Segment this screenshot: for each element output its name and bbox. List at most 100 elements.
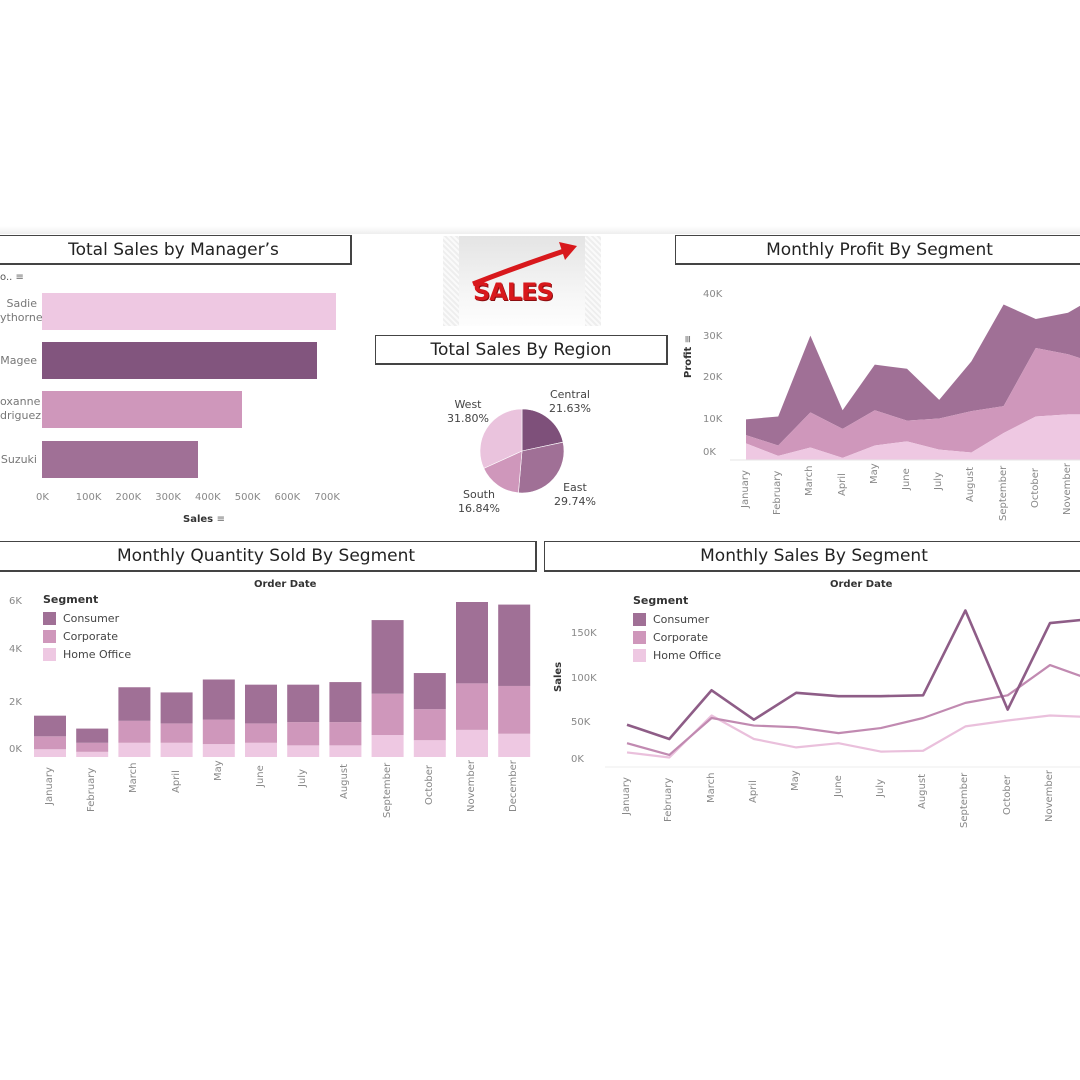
manager-bar[interactable] [42, 293, 337, 330]
profit-axis-label: Profit [683, 346, 694, 378]
quantity-bar-home-office[interactable] [456, 729, 488, 757]
sales-line-x-tick: February [663, 777, 675, 822]
quantity-bar-consumer[interactable] [456, 602, 488, 684]
sales-line-x-tick: October [1001, 775, 1013, 816]
legend-item-corporate[interactable]: Corporate [633, 628, 721, 646]
managers-x-tick: 0K [36, 492, 49, 503]
quantity-bar-corporate[interactable] [202, 719, 235, 745]
profit-y-tick: 0K [703, 447, 716, 458]
sales-line-header: Order Date [830, 579, 893, 590]
legend-item-consumer[interactable]: Consumer [633, 610, 721, 628]
quantity-x-tick: July [297, 768, 309, 787]
pie-slice-central[interactable] [521, 408, 564, 452]
manager-dim-label: o.. [0, 272, 13, 283]
sort-icon[interactable]: ≡ [15, 272, 24, 283]
sales-line-consumer[interactable] [626, 609, 1080, 741]
quantity-bar-corporate[interactable] [287, 722, 320, 746]
sales-line-corporate[interactable] [626, 663, 1080, 757]
pie-label-south: South 16.84% [458, 488, 500, 516]
quantity-bar-home-office[interactable] [498, 733, 531, 757]
legend-item-consumer[interactable]: Consumer [43, 609, 131, 627]
quantity-bar-home-office[interactable] [34, 749, 66, 757]
profit-y-tick: 40K [703, 289, 723, 300]
quantity-bar-consumer[interactable] [287, 684, 320, 723]
sort-icon[interactable]: ≡ [683, 334, 694, 344]
quantity-x-tick: August [339, 764, 351, 800]
quantity-bar-consumer[interactable] [202, 679, 235, 720]
quantity-bar-consumer[interactable] [245, 684, 277, 724]
profit-x-tick: August [965, 467, 977, 503]
quantity-stacked-bar-chart[interactable] [30, 590, 540, 760]
pie-slice-west[interactable] [479, 408, 523, 469]
quantity-legend: Segment Consumer Corporate Home Office [43, 593, 131, 663]
quantity-bar-home-office[interactable] [371, 735, 404, 757]
quantity-bar-home-office[interactable] [118, 742, 151, 757]
quantity-y-tick: 2K [9, 697, 22, 708]
manager-name-line1: Sadie [6, 297, 37, 310]
quantity-bar-consumer[interactable] [371, 620, 404, 694]
quantity-bar-home-office[interactable] [160, 742, 193, 757]
sort-icon[interactable]: ≡ [216, 514, 225, 525]
profit-area-corporate[interactable] [746, 348, 1080, 458]
sales-line-x-tick: August [917, 774, 929, 810]
pie-slice-east[interactable] [518, 441, 565, 494]
manager-label: Sadie ythorne [0, 297, 43, 325]
quantity-bar-corporate[interactable] [456, 683, 488, 730]
manager-bar[interactable] [42, 342, 318, 379]
quantity-bar-home-office[interactable] [413, 740, 446, 757]
quantity-bar-consumer[interactable] [329, 682, 362, 723]
quantity-bar-consumer[interactable] [160, 692, 193, 724]
quantity-bar-consumer[interactable] [118, 687, 151, 721]
quantity-x-tick: February [86, 767, 98, 812]
quantity-bar-home-office[interactable] [329, 745, 362, 757]
quantity-bar-corporate[interactable] [371, 693, 404, 736]
manager-bar[interactable] [42, 391, 242, 428]
pie-slice-south[interactable] [483, 450, 523, 494]
legend-item-corporate[interactable]: Corporate [43, 627, 131, 645]
profit-y-tick: 30K [703, 331, 723, 342]
quantity-bar-corporate[interactable] [118, 720, 151, 743]
quantity-bar-corporate[interactable] [329, 722, 362, 746]
sales-line-home-office[interactable] [626, 714, 1080, 759]
pie-label-east: East 29.74% [554, 481, 596, 509]
manager-bar[interactable] [42, 441, 198, 478]
sales-line-x-tick: March [705, 772, 717, 803]
quantity-bar-consumer[interactable] [413, 673, 446, 710]
region-name: West [454, 398, 482, 411]
profit-x-tick: September [997, 465, 1009, 521]
quantity-bar-consumer[interactable] [76, 728, 109, 743]
manager-label: Suzuki [0, 453, 37, 467]
quantity-bar-corporate[interactable] [160, 723, 193, 743]
quantity-bar-home-office[interactable] [76, 751, 109, 757]
legend-label: Corporate [653, 630, 708, 644]
managers-x-tick: 700K [314, 492, 340, 503]
legend-swatch [633, 648, 646, 662]
sales-line-y-tick: 0K [571, 754, 584, 765]
quantity-bar-consumer[interactable] [498, 604, 531, 686]
quantity-bar-home-office[interactable] [245, 742, 277, 757]
sales-axis-label: Sales [183, 514, 214, 525]
quantity-bar-consumer[interactable] [34, 715, 66, 737]
manager-label: Magee [0, 354, 37, 368]
profit-area-consumer[interactable] [746, 294, 1080, 446]
quantity-bar-home-office[interactable] [202, 744, 235, 757]
sales-line-chart[interactable] [605, 585, 1080, 768]
region-pie-chart[interactable] [477, 406, 567, 496]
sales-line-x-tick: July [874, 778, 886, 797]
manager-name-line2: ythorne [0, 311, 43, 324]
legend-item-home-office[interactable]: Home Office [43, 645, 131, 663]
quantity-bar-home-office[interactable] [287, 745, 320, 757]
region-percent: 31.80% [447, 412, 489, 425]
quantity-bar-corporate[interactable] [34, 736, 66, 750]
profit-area-home-office[interactable] [746, 414, 1080, 460]
manager-dim-header[interactable]: o.. ≡ [0, 272, 24, 283]
quantity-bar-corporate[interactable] [76, 742, 109, 752]
quantity-bar-corporate[interactable] [245, 723, 277, 743]
quantity-x-tick: December [508, 759, 520, 812]
quantity-x-tick: June [255, 765, 266, 787]
quantity-bar-corporate[interactable] [498, 685, 531, 734]
quantity-bar-corporate[interactable] [413, 709, 446, 741]
quantity-x-tick: January [44, 767, 55, 806]
legend-item-home-office[interactable]: Home Office [633, 646, 721, 664]
profit-area-chart[interactable] [730, 290, 1080, 461]
